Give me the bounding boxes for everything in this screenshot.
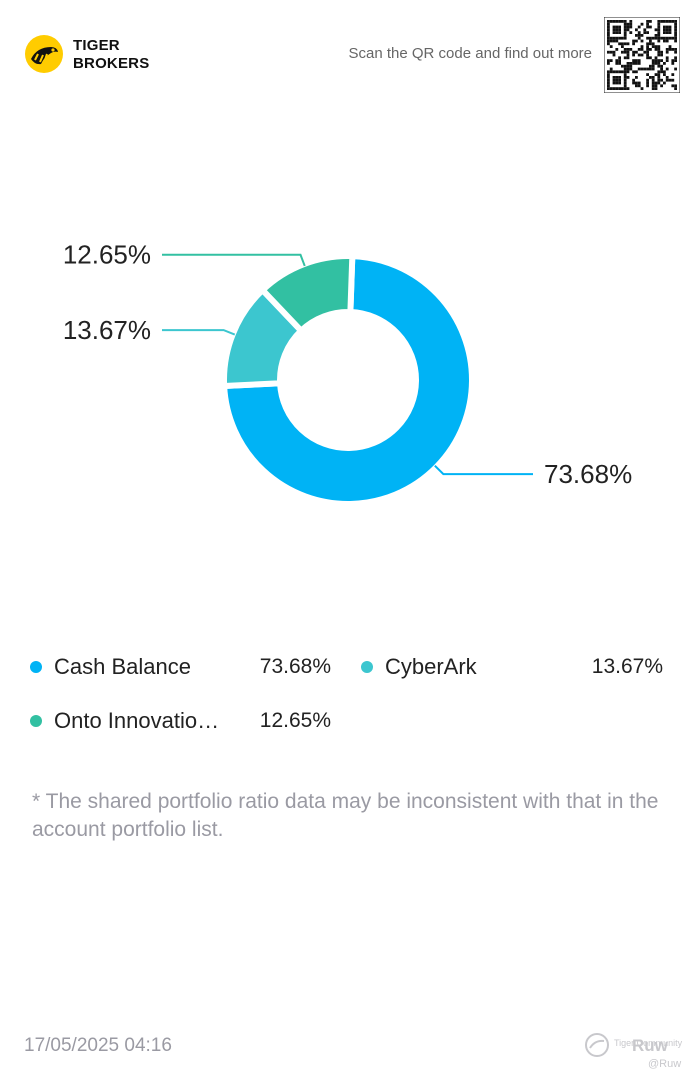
legend-value: 13.67% — [591, 655, 663, 678]
legend-label: Onto Innovatio… — [54, 708, 220, 733]
share-timestamp: 17/05/2025 04:16 — [24, 1035, 172, 1056]
tiger-logo-icon — [25, 35, 63, 73]
legend-dot — [30, 715, 42, 727]
legend-item-cyberark: CyberArk 13.67% — [361, 652, 664, 682]
watermark-text: Tiger Community — [614, 1038, 683, 1048]
leader-line — [162, 329, 236, 336]
tiger-community-logo-icon — [585, 1033, 609, 1057]
slice-cash-balance — [220, 252, 475, 507]
legend-item-cash-balance: Cash Balance 73.68% — [30, 652, 335, 682]
watermark-name: Ruw — [632, 1036, 668, 1055]
legend-value: 12.65% — [259, 709, 331, 732]
data-label: 73.68% — [544, 459, 632, 489]
scan-qr-text: Scan the QR code and find out more — [348, 45, 592, 62]
brand-name: TIGER BROKERS — [73, 37, 150, 72]
legend-value: 73.68% — [259, 655, 331, 678]
chart-legend: Cash Balance 73.68% CyberArk 13.67% Onto… — [0, 640, 696, 760]
leader-line — [434, 464, 533, 476]
disclaimer-note: * The shared portfolio ratio data may be… — [32, 790, 659, 841]
legend-dot — [361, 661, 373, 673]
data-label: 12.65% — [63, 240, 151, 270]
legend-label: CyberArk — [385, 654, 477, 679]
watermark: Tiger Community Ruw @Ruw — [584, 1030, 684, 1072]
legend-dot — [30, 661, 42, 673]
portfolio-donut-chart: 73.68% 13.67% 12.65% — [63, 240, 632, 507]
leader-line — [162, 253, 306, 267]
qr-code-icon[interactable] — [604, 17, 680, 93]
share-header: TIGER BROKERS Scan the QR code and find … — [0, 0, 696, 110]
data-label: 13.67% — [63, 315, 151, 345]
legend-item-onto-innovation: Onto Innovatio… 12.65% — [30, 706, 335, 736]
watermark-handle: @Ruw — [648, 1058, 682, 1070]
legend-label: Cash Balance — [54, 654, 191, 679]
slice-onto-innovation — [258, 253, 356, 335]
